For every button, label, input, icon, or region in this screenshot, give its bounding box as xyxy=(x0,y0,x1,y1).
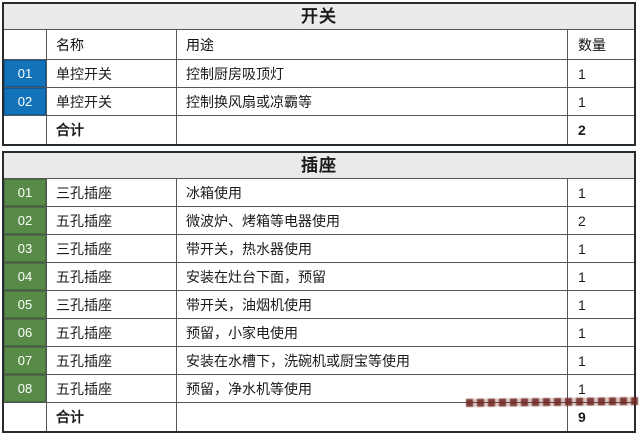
row-number-badge: 07 xyxy=(4,347,46,374)
header-use-cell: 用途 xyxy=(177,30,568,59)
fixture-name: 五孔插座 xyxy=(47,263,177,290)
fixture-qty: 1 xyxy=(578,296,586,313)
fixture-qty: 1 xyxy=(578,184,586,201)
header-name-cell: 名称 xyxy=(47,30,177,59)
fixture-name: 五孔插座 xyxy=(47,347,177,374)
total-label: 合计 xyxy=(47,116,177,144)
socket-table-title: 插座 xyxy=(4,153,634,178)
fixture-use: 预留，小家电使用 xyxy=(177,319,568,346)
table-row: 07 五孔插座 安装在水槽下，洗碗机或厨宝等使用 1 xyxy=(4,346,634,374)
fixture-name: 五孔插座 xyxy=(47,207,177,234)
fixture-use: 冰箱使用 xyxy=(177,179,568,206)
row-number-badge: 05 xyxy=(4,291,46,318)
table-row: 02 五孔插座 微波炉、烤箱等电器使用 2 xyxy=(4,206,634,234)
fixture-use: 带开关，热水器使用 xyxy=(177,235,568,262)
fixture-name: 五孔插座 xyxy=(47,375,177,402)
header-qty-cell: 数量 xyxy=(578,36,606,53)
table-row: 03 三孔插座 带开关，热水器使用 1 xyxy=(4,234,634,262)
fixture-use: 安装在水槽下，洗碗机或厨宝等使用 xyxy=(177,347,568,374)
row-number-badge: 03 xyxy=(4,235,46,262)
fixture-name: 三孔插座 xyxy=(47,179,177,206)
switch-table: 开关 名称 用途 数量 01 单控开关 控制厨房吸顶灯 1 02 单控开关 控制… xyxy=(2,2,636,146)
table-row: 04 五孔插座 安装在灶台下面，预留 1 xyxy=(4,262,634,290)
socket-table: 插座 01 三孔插座 冰箱使用 1 02 五孔插座 微波炉、烤箱等电器使用 2 … xyxy=(2,151,636,433)
fixture-use: 安装在灶台下面，预留 xyxy=(177,263,568,290)
table-row: 06 五孔插座 预留，小家电使用 1 xyxy=(4,318,634,346)
fixture-use: 控制厨房吸顶灯 xyxy=(177,60,568,87)
table-row: 08 五孔插座 预留，净水机等使用 1 xyxy=(4,374,634,402)
row-number-badge: 04 xyxy=(4,263,46,290)
fixture-use: 带开关，油烟机使用 xyxy=(177,291,568,318)
fixture-qty: 1 xyxy=(578,93,586,110)
fixture-name: 三孔插座 xyxy=(47,291,177,318)
fixture-use: 微波炉、烤箱等电器使用 xyxy=(177,207,568,234)
row-number-badge: 06 xyxy=(4,319,46,346)
table-row: 01 单控开关 控制厨房吸顶灯 1 xyxy=(4,59,634,87)
fixture-use: 控制换风扇或凉霸等 xyxy=(177,88,568,115)
fixture-use: 预留，净水机等使用 xyxy=(177,375,568,402)
fixture-qty: 1 xyxy=(578,65,586,82)
fixture-name: 单控开关 xyxy=(47,88,177,115)
fixture-qty: 2 xyxy=(578,212,586,229)
total-label: 合计 xyxy=(47,403,177,431)
table-row: 05 三孔插座 带开关，油烟机使用 1 xyxy=(4,290,634,318)
header-id-cell xyxy=(4,30,47,59)
row-number-badge: 01 xyxy=(4,60,46,87)
fixture-qty: 1 xyxy=(578,324,586,341)
fixture-qty: 1 xyxy=(578,268,586,285)
fixture-name: 单控开关 xyxy=(47,60,177,87)
fixture-name: 五孔插座 xyxy=(47,319,177,346)
fixture-qty: 1 xyxy=(578,240,586,257)
switch-table-header: 名称 用途 数量 xyxy=(4,29,634,59)
total-qty: 2 xyxy=(578,122,586,138)
row-number-badge: 02 xyxy=(4,88,46,115)
row-number-badge: 08 xyxy=(4,375,46,402)
fixture-qty: 1 xyxy=(578,352,586,369)
socket-total-row: 合计 9 xyxy=(4,402,634,431)
total-qty: 9 xyxy=(578,409,586,425)
fixture-name: 三孔插座 xyxy=(47,235,177,262)
table-row: 01 三孔插座 冰箱使用 1 xyxy=(4,178,634,206)
row-number-badge: 01 xyxy=(4,179,46,206)
row-number-badge: 02 xyxy=(4,207,46,234)
switch-total-row: 合计 2 xyxy=(4,115,634,144)
table-row: 02 单控开关 控制换风扇或凉霸等 1 xyxy=(4,87,634,115)
switch-table-title: 开关 xyxy=(4,4,634,29)
fixture-qty: 1 xyxy=(578,380,586,397)
